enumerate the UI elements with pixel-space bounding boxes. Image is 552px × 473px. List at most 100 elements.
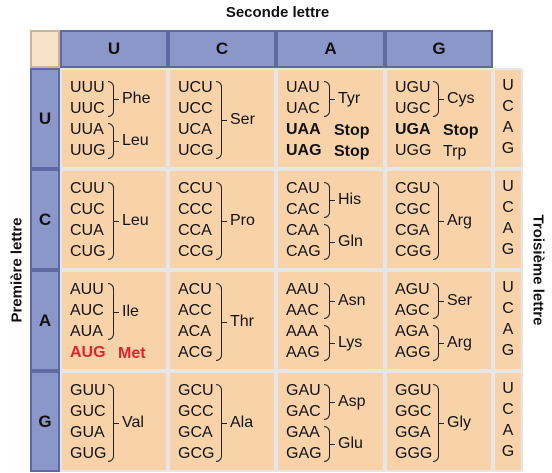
- codon: CCC: [178, 201, 213, 218]
- codon: AGC: [395, 302, 430, 319]
- codon-cell: UAU UAC UAA UAG Tyr Stop Stop: [276, 68, 385, 169]
- codon: GUU: [70, 382, 106, 399]
- codon: GGC: [395, 403, 432, 420]
- codon-cell: AUU AUC AUA AUG Ile Met: [60, 270, 168, 371]
- codon: ACA: [178, 323, 211, 340]
- codon: CCU: [178, 180, 213, 197]
- brace-icon: [324, 81, 335, 117]
- codon: GAG: [286, 445, 322, 462]
- codon: UCG: [178, 142, 214, 159]
- brace-icon: [324, 426, 335, 462]
- brace-icon: [324, 182, 335, 218]
- codon: AUG: [70, 344, 106, 361]
- first-letter-title: Première lettre: [8, 217, 26, 323]
- codon: AUA: [70, 323, 103, 340]
- amino-acid-label: Trp: [443, 142, 467, 160]
- second-letter-title: Seconde lettre: [225, 4, 330, 21]
- codon: CUU: [70, 180, 105, 197]
- codon: UUC: [70, 100, 105, 117]
- third-letter: U: [502, 279, 514, 296]
- codon-cell: AAU AAC AAA AAG Asn Lys: [276, 270, 385, 371]
- amino-acid-label: Phe: [122, 90, 151, 107]
- amino-acid-label: Arg: [447, 334, 472, 351]
- third-letter: G: [501, 140, 515, 157]
- codon: GGG: [395, 445, 433, 462]
- codon: ACU: [178, 281, 212, 298]
- codon: UUU: [70, 79, 105, 96]
- codon: GCG: [178, 445, 215, 462]
- brace-icon: [216, 182, 227, 260]
- codon: UGA: [395, 121, 431, 138]
- amino-acid-label: Tyr: [338, 90, 361, 107]
- second-letter-header: C: [168, 30, 276, 68]
- brace-icon: [433, 81, 444, 117]
- codon: UGG: [395, 142, 432, 159]
- amino-acid-label: His: [338, 191, 362, 208]
- third-letter: U: [502, 380, 514, 397]
- codon: UAC: [286, 100, 320, 117]
- brace-icon: [433, 283, 444, 319]
- codon: UUG: [70, 142, 106, 159]
- brace-icon: [324, 283, 335, 319]
- third-letter: A: [502, 422, 514, 439]
- amino-acid-label: Ala: [230, 414, 254, 431]
- amino-acid-label: Glu: [338, 435, 363, 452]
- codon: AUU: [70, 281, 104, 298]
- brace-icon: [324, 325, 335, 361]
- codon: CUA: [70, 222, 104, 239]
- codon: AAA: [286, 323, 319, 340]
- codon: AAC: [286, 302, 319, 319]
- codon: UCA: [178, 121, 212, 138]
- amino-acid-label: Val: [122, 414, 144, 431]
- first-letter-header: C: [30, 169, 60, 270]
- codon-cell: UCU UCC UCA UCG Ser: [168, 68, 276, 169]
- codon: GAC: [286, 403, 321, 420]
- codon-cell: CAU CAC CAA CAG His Gln: [276, 169, 385, 270]
- codon-cell: UUU UUC UUA UUG Phe Leu: [60, 68, 168, 169]
- amino-acid-label: Met: [118, 344, 146, 362]
- third-letter: A: [502, 119, 514, 136]
- third-letter: U: [502, 178, 514, 195]
- codon-cell: UGU UGC UGA UGG Cys Stop Trp: [385, 68, 493, 169]
- codon: GCA: [178, 424, 213, 441]
- codon-cell: GAU GAC GAA GAG Asp Glu: [276, 371, 385, 472]
- third-letter-title: Troisième lettre: [529, 214, 547, 326]
- codon: ACG: [178, 344, 213, 361]
- second-letter-header: A: [276, 30, 385, 68]
- codon: UAA: [286, 121, 321, 138]
- codon: AAG: [286, 344, 320, 361]
- amino-acid-label: Stop: [334, 121, 370, 139]
- table-corner: [30, 30, 60, 68]
- third-letter: C: [502, 98, 514, 115]
- first-letter-header: U: [30, 68, 60, 169]
- brace-icon: [108, 123, 119, 159]
- codon: AAU: [286, 281, 319, 298]
- codon: UGU: [395, 79, 431, 96]
- brace-icon: [216, 283, 227, 361]
- codon: GUG: [70, 445, 107, 462]
- brace-icon: [108, 81, 119, 117]
- codon: CCA: [178, 222, 212, 239]
- amino-acid-label: Asn: [338, 292, 366, 309]
- second-letter-header: U: [60, 30, 168, 68]
- amino-acid-label: Stop: [334, 142, 370, 160]
- brace-icon: [216, 81, 227, 159]
- codon-cell: CUU CUC CUA CUG Leu: [60, 169, 168, 270]
- amino-acid-label: Lys: [338, 334, 363, 351]
- codon-cell: GGU GGC GGA GGG Gly: [385, 371, 493, 472]
- amino-acid-label: Asp: [338, 393, 366, 410]
- first-letter-header: A: [30, 270, 60, 371]
- codon: GAU: [286, 382, 321, 399]
- codon: CAA: [286, 222, 319, 239]
- codon: UCC: [178, 100, 213, 117]
- amino-acid-label: Thr: [230, 313, 254, 330]
- codon: AGG: [395, 344, 431, 361]
- codon: CGA: [395, 222, 430, 239]
- codon: CAU: [286, 180, 320, 197]
- codon: UUA: [70, 121, 104, 138]
- codon: GCU: [178, 382, 214, 399]
- amino-acid-label: Stop: [443, 121, 479, 139]
